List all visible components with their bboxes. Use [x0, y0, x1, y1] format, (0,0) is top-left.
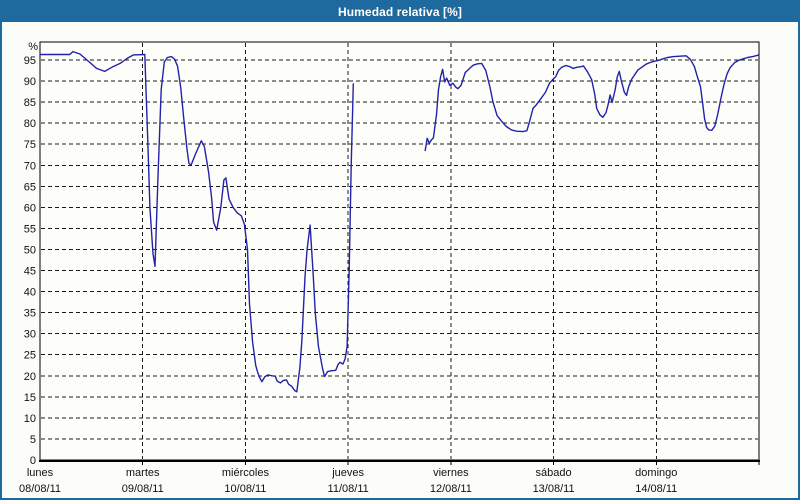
svg-text:08/08/11: 08/08/11	[19, 483, 61, 495]
svg-text:%: %	[28, 41, 38, 53]
svg-text:jueves: jueves	[331, 467, 364, 479]
svg-text:85: 85	[24, 97, 36, 109]
svg-text:martes: martes	[126, 467, 160, 479]
svg-text:10/08/11: 10/08/11	[224, 483, 266, 495]
svg-text:13/08/11: 13/08/11	[533, 483, 575, 495]
svg-text:domingo: domingo	[635, 467, 677, 479]
chart-title-bar: Humedad relativa [%]	[2, 2, 798, 22]
svg-text:14/08/11: 14/08/11	[635, 483, 677, 495]
svg-text:12/08/11: 12/08/11	[430, 483, 472, 495]
svg-text:80: 80	[24, 118, 36, 130]
svg-text:30: 30	[24, 329, 36, 341]
svg-text:viernes: viernes	[433, 467, 469, 479]
svg-text:15: 15	[24, 392, 36, 404]
svg-text:09/08/11: 09/08/11	[122, 483, 164, 495]
svg-text:95: 95	[24, 55, 36, 67]
svg-text:lunes: lunes	[27, 467, 54, 479]
svg-text:50: 50	[24, 244, 36, 256]
svg-text:65: 65	[24, 181, 36, 193]
svg-text:55: 55	[24, 223, 36, 235]
svg-text:miércoles: miércoles	[222, 467, 270, 479]
svg-text:10: 10	[24, 413, 36, 425]
svg-text:35: 35	[24, 308, 36, 320]
svg-text:sábado: sábado	[536, 467, 572, 479]
svg-text:70: 70	[24, 160, 36, 172]
svg-text:20: 20	[24, 371, 36, 383]
svg-text:40: 40	[24, 287, 36, 299]
svg-text:25: 25	[24, 350, 36, 362]
svg-text:0: 0	[30, 455, 36, 467]
svg-text:60: 60	[24, 202, 36, 214]
svg-text:45: 45	[24, 266, 36, 278]
svg-text:90: 90	[24, 76, 36, 88]
svg-text:11/08/11: 11/08/11	[328, 483, 369, 495]
humidity-chart: 0 5 10 15 20 25 30 35 40 45 50 55 60 65 70 75 80 85 90 95% l…	[19, 41, 760, 495]
chart-title: Humedad relativa [%]	[337, 5, 463, 19]
svg-text:75: 75	[24, 139, 36, 151]
svg-text:5: 5	[30, 434, 36, 446]
